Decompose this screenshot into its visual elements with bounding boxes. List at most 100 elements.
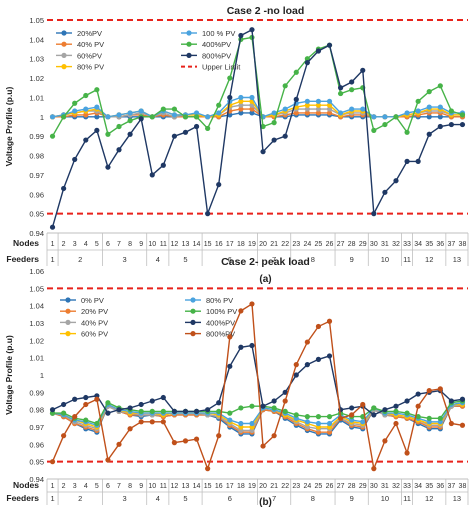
x-tick-label: 18 (237, 483, 245, 490)
data-point (371, 466, 377, 472)
legend-label: 20% PV (81, 307, 108, 316)
data-point (193, 110, 200, 116)
data-point (382, 189, 388, 195)
data-point (293, 412, 299, 418)
feeder-label: 6 (228, 255, 232, 264)
x-tick-label: 29 (359, 241, 367, 248)
data-point (72, 100, 78, 106)
y-tick-label: 1.04 (29, 302, 44, 311)
legend-marker (65, 297, 71, 303)
legend-marker (190, 331, 196, 337)
feeder-label: 3 (122, 494, 126, 503)
data-point (437, 386, 443, 392)
x-tick-label: 17 (226, 483, 234, 490)
feeder-label: 1 (50, 494, 54, 503)
data-point (171, 133, 178, 139)
data-point (382, 407, 388, 413)
y-tick-label: 0.94 (29, 229, 44, 238)
x-tick-label: 1 (51, 241, 55, 248)
data-point (437, 123, 443, 130)
data-point (49, 114, 56, 120)
legend-label: 20%PV (77, 29, 102, 38)
data-point (205, 466, 211, 472)
data-point (404, 410, 410, 416)
y-tick-label: 1.01 (29, 93, 44, 102)
y-tick-label: 0.97 (29, 423, 44, 432)
y-tick-label: 0.96 (29, 440, 44, 449)
data-point (72, 108, 78, 114)
x-tick-label: 10 (148, 241, 156, 248)
data-point (337, 110, 344, 116)
legend-marker (65, 308, 71, 314)
data-point (271, 120, 277, 126)
y-tick-label: 0.98 (29, 406, 44, 415)
y-tick-label: 0.94 (29, 475, 44, 484)
data-point (282, 83, 288, 89)
data-point (349, 106, 355, 112)
data-point (437, 83, 443, 89)
data-point (171, 112, 178, 118)
data-point (315, 106, 322, 112)
data-point (83, 137, 89, 143)
legend-marker (65, 319, 71, 325)
feeder-label: 9 (350, 494, 354, 503)
data-point (249, 403, 255, 409)
data-point (205, 211, 211, 217)
x-tick-label: 37 (447, 241, 455, 248)
data-point (227, 410, 233, 416)
x-tick-label: 14 (193, 483, 201, 490)
data-point (216, 408, 222, 414)
data-point (282, 106, 288, 112)
data-point (304, 414, 310, 420)
data-point (326, 98, 333, 104)
data-point (459, 396, 466, 402)
feeder-label: 9 (350, 255, 354, 264)
data-point (293, 362, 299, 368)
data-point (227, 363, 233, 369)
data-point (304, 339, 310, 345)
data-point (83, 92, 89, 99)
data-point (227, 112, 233, 118)
data-point (315, 110, 322, 116)
legend-marker (61, 30, 67, 36)
data-point (116, 407, 122, 413)
feeders-row-label: Feeders (6, 493, 39, 503)
x-tick-label: 4 (84, 483, 88, 490)
feeder-label: 12 (425, 494, 433, 503)
x-tick-label: 13 (182, 241, 190, 248)
data-point (61, 185, 67, 192)
data-point (437, 114, 443, 120)
data-point (404, 158, 410, 164)
data-point (404, 450, 410, 456)
data-point (249, 301, 255, 307)
data-point (315, 420, 322, 427)
x-tick-label: 13 (182, 483, 190, 490)
panel-caption: (a) (259, 274, 271, 285)
data-point (459, 422, 466, 428)
data-point (138, 419, 144, 425)
data-point (83, 417, 89, 423)
legend: 20%PV 40% PV 60%PV 80% PV 100 % PV 400%PV 800%… (56, 29, 241, 72)
panel-caption: (b) (259, 497, 272, 508)
data-point (149, 408, 155, 414)
feeder-label: 11 (403, 255, 411, 264)
data-point (371, 405, 377, 411)
data-point (249, 94, 255, 101)
x-tick-label: 34 (414, 483, 422, 490)
data-point (171, 408, 178, 414)
x-tick-label: 35 (425, 241, 433, 248)
x-tick-label: 19 (248, 483, 256, 490)
y-tick-label: 0.95 (29, 210, 44, 219)
data-point (249, 27, 255, 33)
x-tick-label: 12 (171, 241, 179, 248)
data-point (393, 408, 399, 414)
y-tick-label: 1.02 (29, 74, 44, 83)
x-tick-label: 37 (447, 483, 455, 490)
data-point (315, 414, 322, 420)
data-point (349, 79, 355, 85)
feeders-row-label: Feeders (6, 254, 39, 264)
x-tick-label: 19 (248, 241, 256, 248)
data-point (182, 438, 189, 444)
nodes-row-label: Nodes (13, 480, 39, 490)
data-point (315, 323, 322, 330)
